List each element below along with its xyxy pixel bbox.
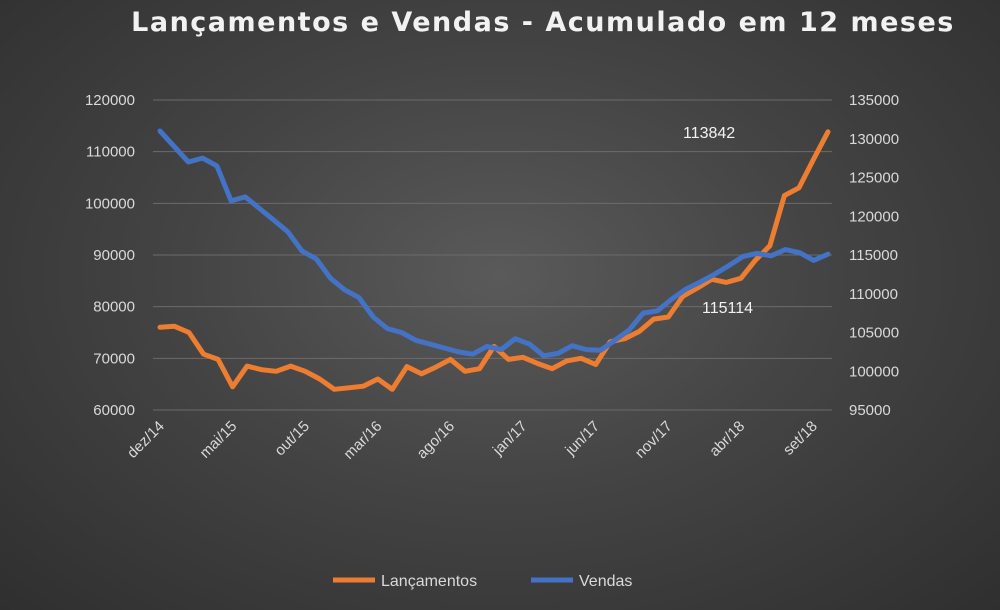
x-tick-label: nov/17 <box>632 418 676 462</box>
y-right-tick-label: 135000 <box>849 92 899 109</box>
y-left-tick-label: 110000 <box>86 144 135 161</box>
series-lines <box>157 128 831 392</box>
y-right-tick-label: 120000 <box>849 208 899 225</box>
y-right-tick-label: 95000 <box>849 402 891 419</box>
y-right-tick-label: 115000 <box>849 247 898 264</box>
y-left-tick-label: 60000 <box>93 402 135 419</box>
x-tick-label: dez/14 <box>124 418 168 462</box>
y-left-tick-label: 80000 <box>93 299 135 316</box>
x-axis: dez/14 mai/15 out/15 mar/16 ago/16 jan/17 jun/… <box>124 418 821 463</box>
x-tick-label: out/15 <box>271 418 313 460</box>
x-tick-label: abr/18 <box>706 418 748 460</box>
y-right-tick-label: 105000 <box>849 325 899 342</box>
series-line-lancamentos <box>157 129 831 392</box>
x-tick-label: ago/16 <box>414 418 458 462</box>
x-tick-label: mar/16 <box>340 418 385 463</box>
annotation-vendas-last: 115114 <box>702 300 753 317</box>
y-right-tick-label: 100000 <box>849 363 899 380</box>
gridlines <box>153 99 832 411</box>
y-left-tick-label: 100000 <box>85 195 135 212</box>
y-right-tick-label: 125000 <box>849 170 899 187</box>
legend-label-vendas: Vendas <box>579 573 632 590</box>
chart-title: Lançamentos e Vendas - Acumulado em 12 m… <box>131 7 955 38</box>
series-line-vendas <box>157 128 831 359</box>
y-left-tick-label: 120000 <box>85 92 135 109</box>
y-axis-right: 95000 100000 105000 110000 115000 120000 12500… <box>849 92 899 419</box>
x-tick-label: mai/15 <box>197 418 241 462</box>
x-tick-label: jun/17 <box>562 418 604 460</box>
annotation-lancamentos-last: 113842 <box>683 125 735 142</box>
y-axis-left: 60000 70000 80000 90000 100000 110000 120000 <box>85 92 135 419</box>
y-left-tick-label: 70000 <box>93 350 135 367</box>
legend: Lançamentos Vendas <box>333 573 632 590</box>
legend-label-lancamentos: Lançamentos <box>381 573 477 590</box>
y-left-tick-label: 90000 <box>93 247 135 264</box>
y-right-tick-label: 130000 <box>849 131 899 148</box>
x-tick-label: set/18 <box>780 418 821 459</box>
x-tick-label: jan/17 <box>489 418 531 460</box>
y-right-tick-label: 110000 <box>849 286 898 303</box>
